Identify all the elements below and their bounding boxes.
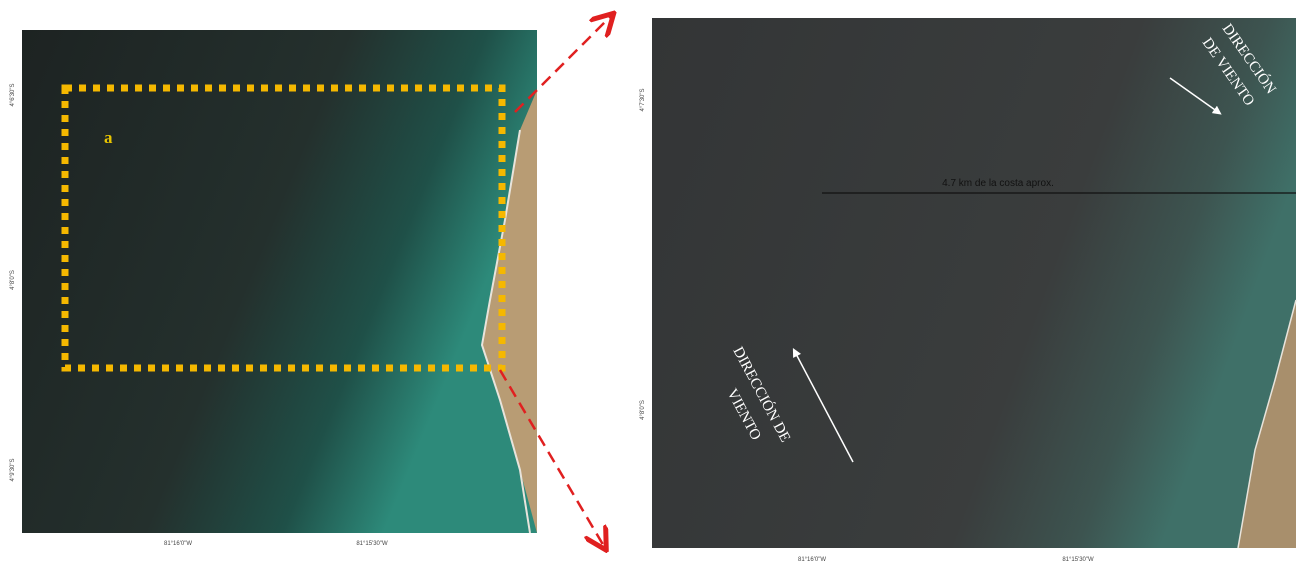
lat-label: 4°6'30"S — [10, 83, 16, 106]
lat-label: 4°7'30"S — [640, 88, 646, 111]
panel-b: 4.7 km de la costa aprox. DIRECCIÓN DE V… — [640, 18, 1296, 563]
lat-label: 4°8'0"S — [10, 270, 16, 290]
satellite-image — [652, 18, 1296, 548]
satellite-image — [22, 30, 537, 533]
lon-label: 81°15'30"W — [1062, 557, 1094, 563]
panel-a: a 4°6'30"S 4°8'0"S 4°9'30"S 81°16'0"W 81… — [10, 30, 537, 547]
distance-note: 4.7 km de la costa aprox. — [942, 178, 1054, 189]
lon-label: 81°16'0"W — [164, 541, 192, 547]
panel-label: a — [104, 128, 113, 147]
lon-label: 81°15'30"W — [356, 541, 388, 547]
lat-label: 4°9'30"S — [10, 458, 16, 481]
figure: a 4°6'30"S 4°8'0"S 4°9'30"S 81°16'0"W 81… — [0, 0, 1298, 565]
lat-label: 4°8'0"S — [640, 400, 646, 420]
lon-label: 81°16'0"W — [798, 557, 826, 563]
